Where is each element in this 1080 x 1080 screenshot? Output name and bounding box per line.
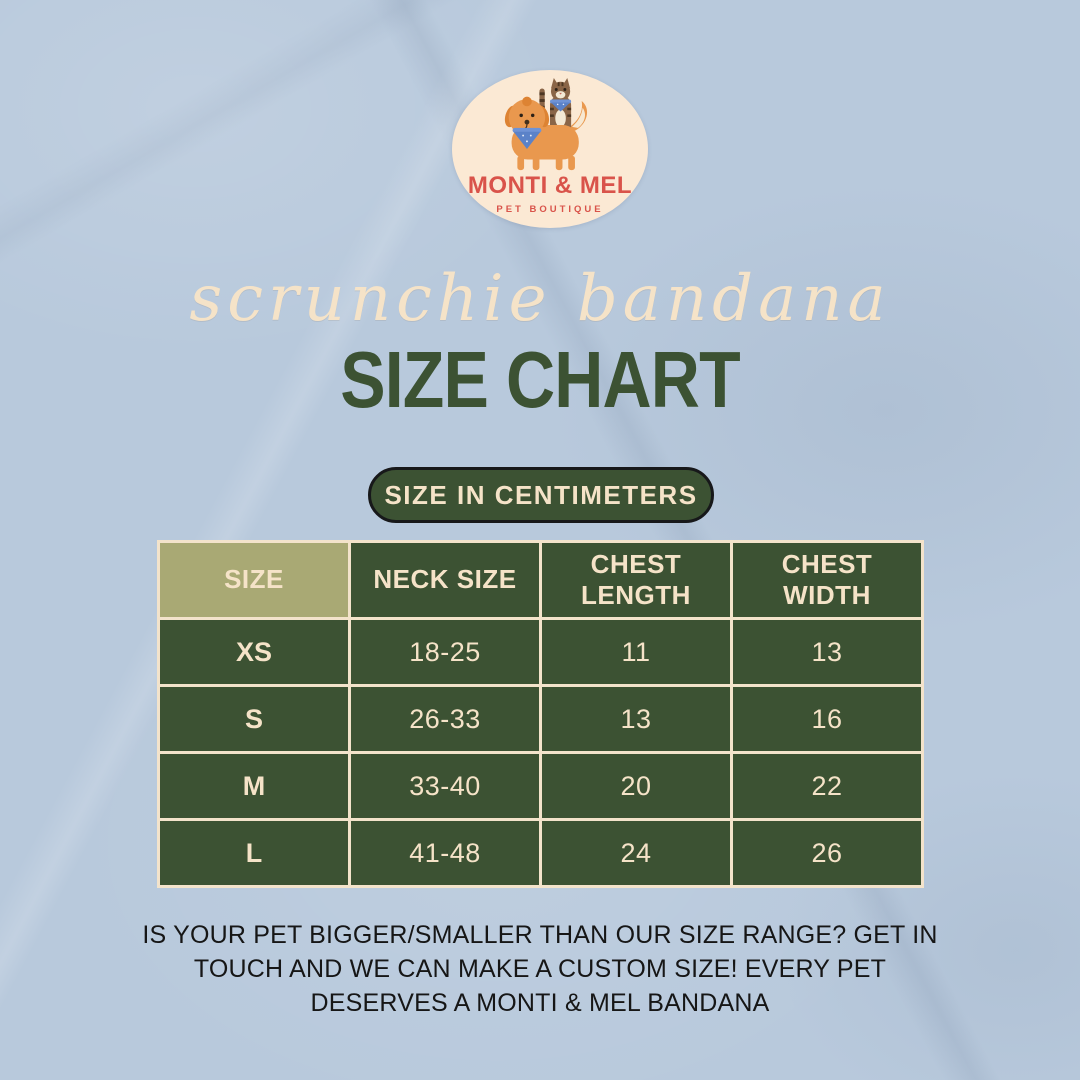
row-xs-chest-width: 13 — [733, 620, 921, 684]
page-title-text: SIZE CHART — [340, 335, 740, 424]
page-title: SIZE CHART — [0, 338, 1080, 422]
row-m-size: M — [160, 754, 348, 818]
column-header-size: SIZE — [160, 543, 348, 617]
cat-figure — [539, 77, 572, 135]
brand-tagline: PET BOUTIQUE — [496, 204, 604, 215]
row-s-chest-length: 13 — [542, 687, 730, 751]
product-script-title: scrunchie bandana — [189, 262, 891, 336]
row-m-chest-width: 22 — [733, 754, 921, 818]
row-m-neck-size: 33-40 — [351, 754, 539, 818]
custom-size-note: IS YOUR PET BIGGER/SMALLER THAN OUR SIZE… — [0, 918, 1080, 1020]
row-l-neck-size: 41-48 — [351, 821, 539, 885]
column-header-chest-length: CHEST LENGTH — [542, 543, 730, 617]
brand-name: MONTI & MEL — [467, 172, 633, 199]
row-xs-neck-size: 18-25 — [351, 620, 539, 684]
row-l-chest-length: 24 — [542, 821, 730, 885]
unit-badge: SIZE IN CENTIMETERS — [368, 467, 714, 523]
row-l-chest-width: 26 — [733, 821, 921, 885]
column-header-neck-size: NECK SIZE — [351, 543, 539, 617]
dog-figure — [504, 96, 579, 171]
custom-size-note-line-3: DESERVES A MONTI & MEL BANDANA — [310, 989, 770, 1017]
row-xs-chest-length: 11 — [542, 620, 730, 684]
row-l-size: L — [160, 821, 348, 885]
row-s-size: S — [160, 687, 348, 751]
custom-size-note-line-2: TOUCH AND WE CAN MAKE A CUSTOM SIZE! EVE… — [193, 955, 887, 983]
dog-and-cat-icon — [504, 77, 588, 171]
custom-size-note-line-1: IS YOUR PET BIGGER/SMALLER THAN OUR SIZE… — [142, 921, 938, 949]
row-s-neck-size: 26-33 — [351, 687, 539, 751]
column-header-chest-width: CHEST WIDTH — [733, 543, 921, 617]
size-table: SIZE NECK SIZE CHEST LENGTH CHEST WIDTH … — [157, 540, 924, 888]
row-xs-size: XS — [160, 620, 348, 684]
row-m-chest-length: 20 — [542, 754, 730, 818]
brand-logo: MONTI & MEL PET BOUTIQUE — [452, 70, 648, 228]
row-s-chest-width: 16 — [733, 687, 921, 751]
